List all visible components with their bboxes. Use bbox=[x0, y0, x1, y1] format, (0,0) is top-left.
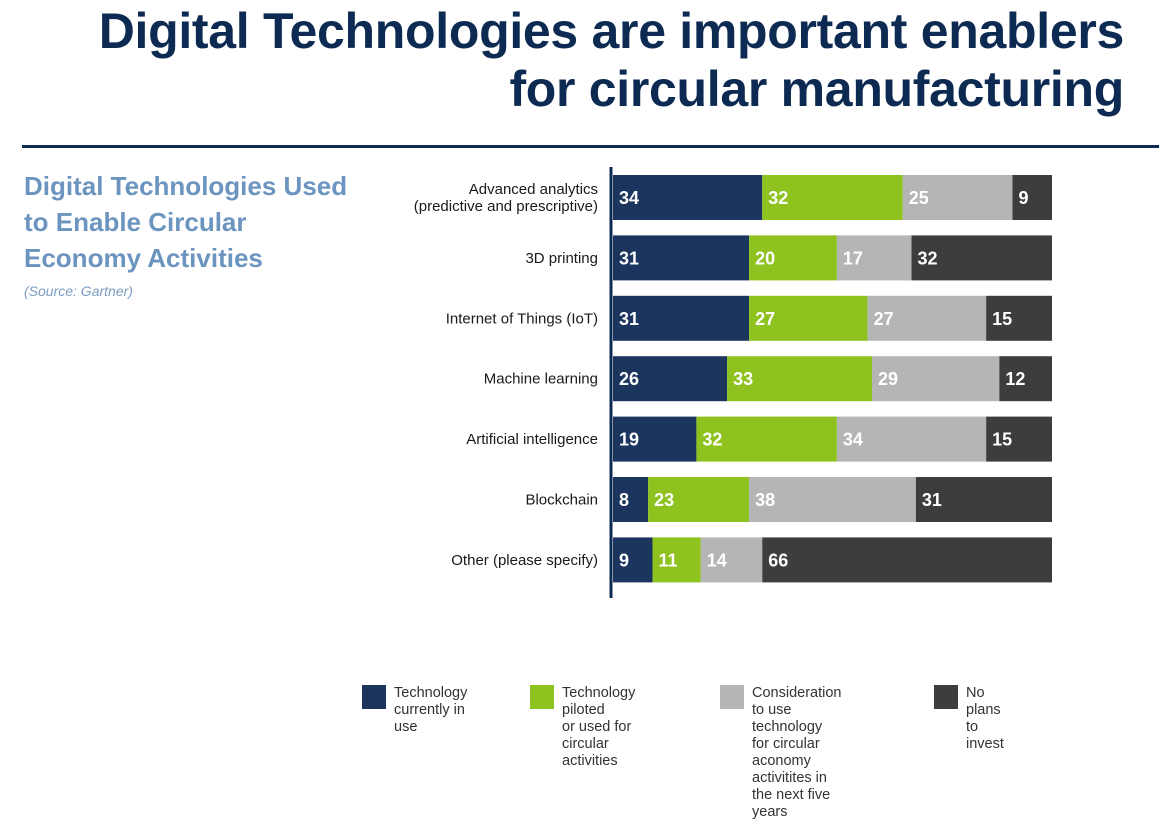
bar-segment bbox=[696, 416, 837, 462]
bar-value-label: 17 bbox=[843, 248, 863, 268]
category-label: Blockchain bbox=[525, 492, 598, 509]
bar-segment bbox=[762, 175, 903, 220]
bar-segment bbox=[836, 416, 987, 462]
category-label: 3D printing bbox=[525, 250, 598, 267]
bar-segment bbox=[911, 235, 1052, 281]
bar-segment bbox=[986, 416, 1052, 462]
bar-value-label: 66 bbox=[768, 550, 788, 570]
title-divider bbox=[22, 145, 1159, 148]
category-label: Advanced analytics (predictive and prescr… bbox=[414, 181, 598, 215]
bar-value-label: 27 bbox=[874, 309, 894, 329]
bar-segment bbox=[836, 235, 912, 281]
bar-segment bbox=[749, 235, 837, 281]
bar-value-label: 32 bbox=[918, 248, 938, 268]
bar-segment bbox=[648, 477, 750, 522]
chart-source: (Source: Gartner) bbox=[24, 283, 133, 299]
bar-value-label: 15 bbox=[992, 309, 1012, 329]
bar-segment bbox=[613, 175, 763, 220]
bar-segment bbox=[867, 295, 987, 341]
bar-segment bbox=[749, 477, 916, 522]
stacked-bar-chart: Advanced analytics (predictive and prescr… bbox=[414, 167, 1052, 598]
bar-value-label: 34 bbox=[843, 430, 863, 450]
bar-segment bbox=[613, 295, 750, 341]
bar-value-label: 31 bbox=[922, 490, 942, 510]
bar-segment bbox=[727, 356, 873, 402]
bar-segment bbox=[700, 537, 763, 583]
legend-swatch bbox=[362, 685, 386, 709]
bar-segment bbox=[999, 356, 1052, 402]
bar-segment bbox=[986, 295, 1052, 341]
bar-value-label: 15 bbox=[992, 430, 1012, 450]
bar-segment bbox=[613, 356, 728, 402]
bar-segment bbox=[1012, 175, 1052, 220]
bar-segment bbox=[872, 356, 1000, 402]
bar-segment bbox=[613, 235, 750, 281]
legend-label: Consideration to use technology for circ… bbox=[752, 685, 842, 820]
page-title: Digital Technologies are important enabl… bbox=[22, 2, 1125, 118]
legend-label: No plans to invest bbox=[966, 685, 1004, 752]
bar-value-label: 31 bbox=[619, 248, 639, 268]
bar-value-label: 19 bbox=[619, 430, 639, 450]
bar-value-label: 32 bbox=[768, 188, 788, 208]
bar-segment bbox=[613, 537, 653, 583]
page-title-line-1: Digital Technologies are important enabl… bbox=[98, 3, 1125, 59]
bar-value-label: 12 bbox=[1005, 369, 1025, 389]
legend-swatch bbox=[934, 685, 958, 709]
bar-value-label: 34 bbox=[619, 188, 639, 208]
bar-value-label: 11 bbox=[659, 550, 678, 570]
category-label: Artificial intelligence bbox=[466, 431, 598, 448]
category-label: Machine learning bbox=[484, 371, 598, 388]
bar-value-label: 26 bbox=[619, 369, 639, 389]
bar-segment bbox=[902, 175, 1013, 220]
bar-segment bbox=[652, 537, 701, 583]
bar-value-label: 9 bbox=[619, 550, 629, 570]
bar-segment bbox=[762, 537, 1052, 583]
bar-value-label: 31 bbox=[619, 309, 639, 329]
legend-swatch bbox=[720, 685, 744, 709]
bar-value-label: 29 bbox=[878, 369, 898, 389]
bar-segment bbox=[915, 477, 1052, 522]
category-label: Internet of Things (IoT) bbox=[446, 310, 598, 327]
legend-label: Technology piloted or used for circular … bbox=[562, 685, 636, 769]
bar-value-label: 23 bbox=[654, 490, 674, 510]
bar-segment bbox=[749, 295, 868, 341]
bar-segment bbox=[613, 416, 697, 462]
bar-value-label: 8 bbox=[619, 490, 629, 510]
bar-value-label: 33 bbox=[733, 369, 753, 389]
legend-label: Technology currently in use bbox=[394, 685, 468, 735]
bar-value-label: 38 bbox=[755, 490, 775, 510]
bar-value-label: 27 bbox=[755, 309, 775, 329]
legend-swatch bbox=[530, 685, 554, 709]
page-title-line-2: for circular manufacturing bbox=[509, 61, 1124, 117]
bar-segment bbox=[613, 477, 649, 522]
bar-value-label: 14 bbox=[707, 550, 727, 570]
bar-value-label: 32 bbox=[702, 430, 722, 450]
bar-value-label: 9 bbox=[1018, 188, 1028, 208]
bar-value-label: 20 bbox=[755, 248, 775, 268]
bar-value-label: 25 bbox=[909, 188, 929, 208]
category-label: Other (please specify) bbox=[451, 552, 598, 569]
chart-subtitle: Digital Technologies Used to Enable Circ… bbox=[24, 171, 348, 273]
